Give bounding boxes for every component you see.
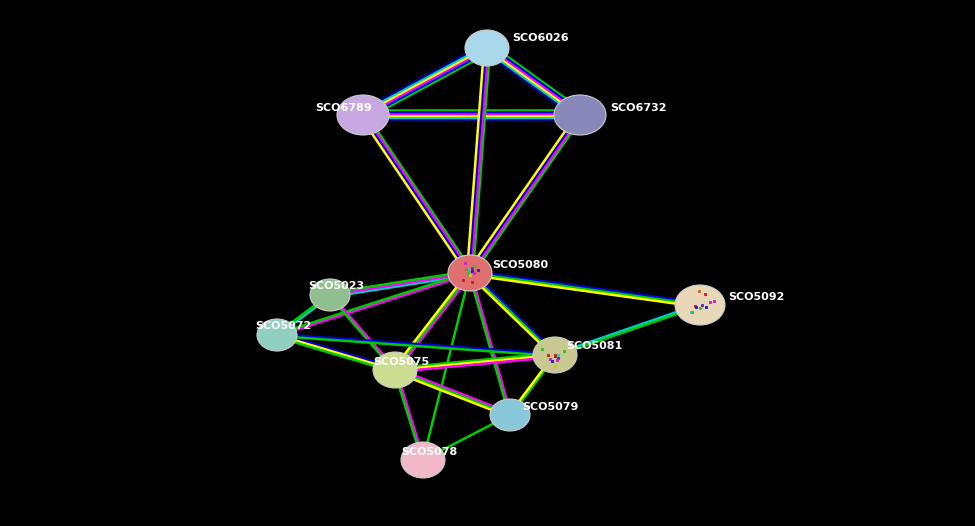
Text: SCO5078: SCO5078 xyxy=(401,447,457,457)
Ellipse shape xyxy=(310,279,350,311)
Text: SCO5079: SCO5079 xyxy=(522,402,578,412)
Text: SCO5023: SCO5023 xyxy=(308,281,364,291)
Ellipse shape xyxy=(554,95,606,135)
Ellipse shape xyxy=(373,352,417,388)
Text: SCO5075: SCO5075 xyxy=(373,357,429,367)
Ellipse shape xyxy=(465,30,509,66)
Text: SCO5092: SCO5092 xyxy=(728,292,784,302)
Text: SCO5080: SCO5080 xyxy=(492,260,548,270)
Ellipse shape xyxy=(337,95,389,135)
Ellipse shape xyxy=(675,285,725,325)
Ellipse shape xyxy=(490,399,530,431)
Text: SCO6026: SCO6026 xyxy=(512,33,568,43)
Text: SCO5072: SCO5072 xyxy=(255,321,311,331)
Text: SCO6732: SCO6732 xyxy=(610,103,667,113)
Ellipse shape xyxy=(401,442,445,478)
Text: SCO5081: SCO5081 xyxy=(566,341,622,351)
Text: SCO6789: SCO6789 xyxy=(315,103,371,113)
Ellipse shape xyxy=(533,337,577,373)
Ellipse shape xyxy=(448,255,492,291)
Ellipse shape xyxy=(257,319,297,351)
